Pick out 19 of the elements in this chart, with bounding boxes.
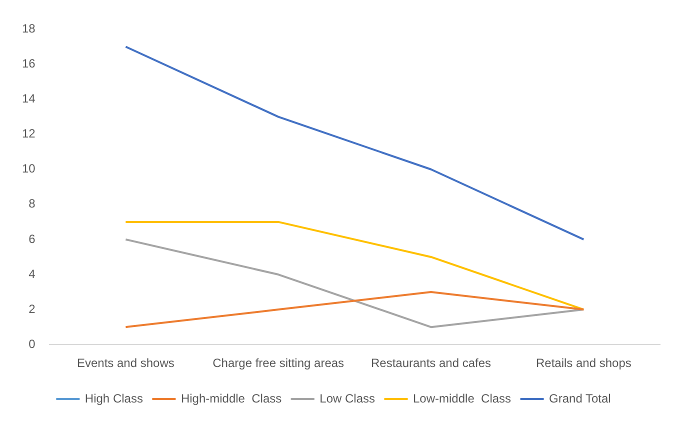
x-tick-label: Restaurants and cafes [370, 356, 492, 370]
y-tick-label: 12 [22, 126, 36, 141]
y-tick-label: 4 [28, 266, 36, 281]
y-tick-label: 10 [22, 162, 36, 176]
y-tick-label: 16 [22, 56, 36, 71]
x-tick-label: Charge free sitting areas [212, 356, 344, 370]
legend-label: Low Class [320, 391, 376, 406]
y-tick-label: 14 [22, 92, 36, 106]
y-tick-label: 8 [28, 196, 36, 211]
legend-label: High-middle Class [180, 391, 282, 406]
x-tick-label: Events and shows [76, 356, 174, 370]
legend-label: Low-middle Class [413, 391, 512, 406]
legend-label: Grand Total [549, 391, 611, 406]
y-tick-label: 6 [28, 232, 36, 246]
y-tick-label: 2 [28, 302, 36, 316]
x-tick-label: Retails and shops [536, 356, 632, 370]
y-tick-label: 0 [28, 336, 36, 351]
y-tick-label: 18 [22, 22, 36, 36]
legend-label: High Class [84, 391, 143, 406]
